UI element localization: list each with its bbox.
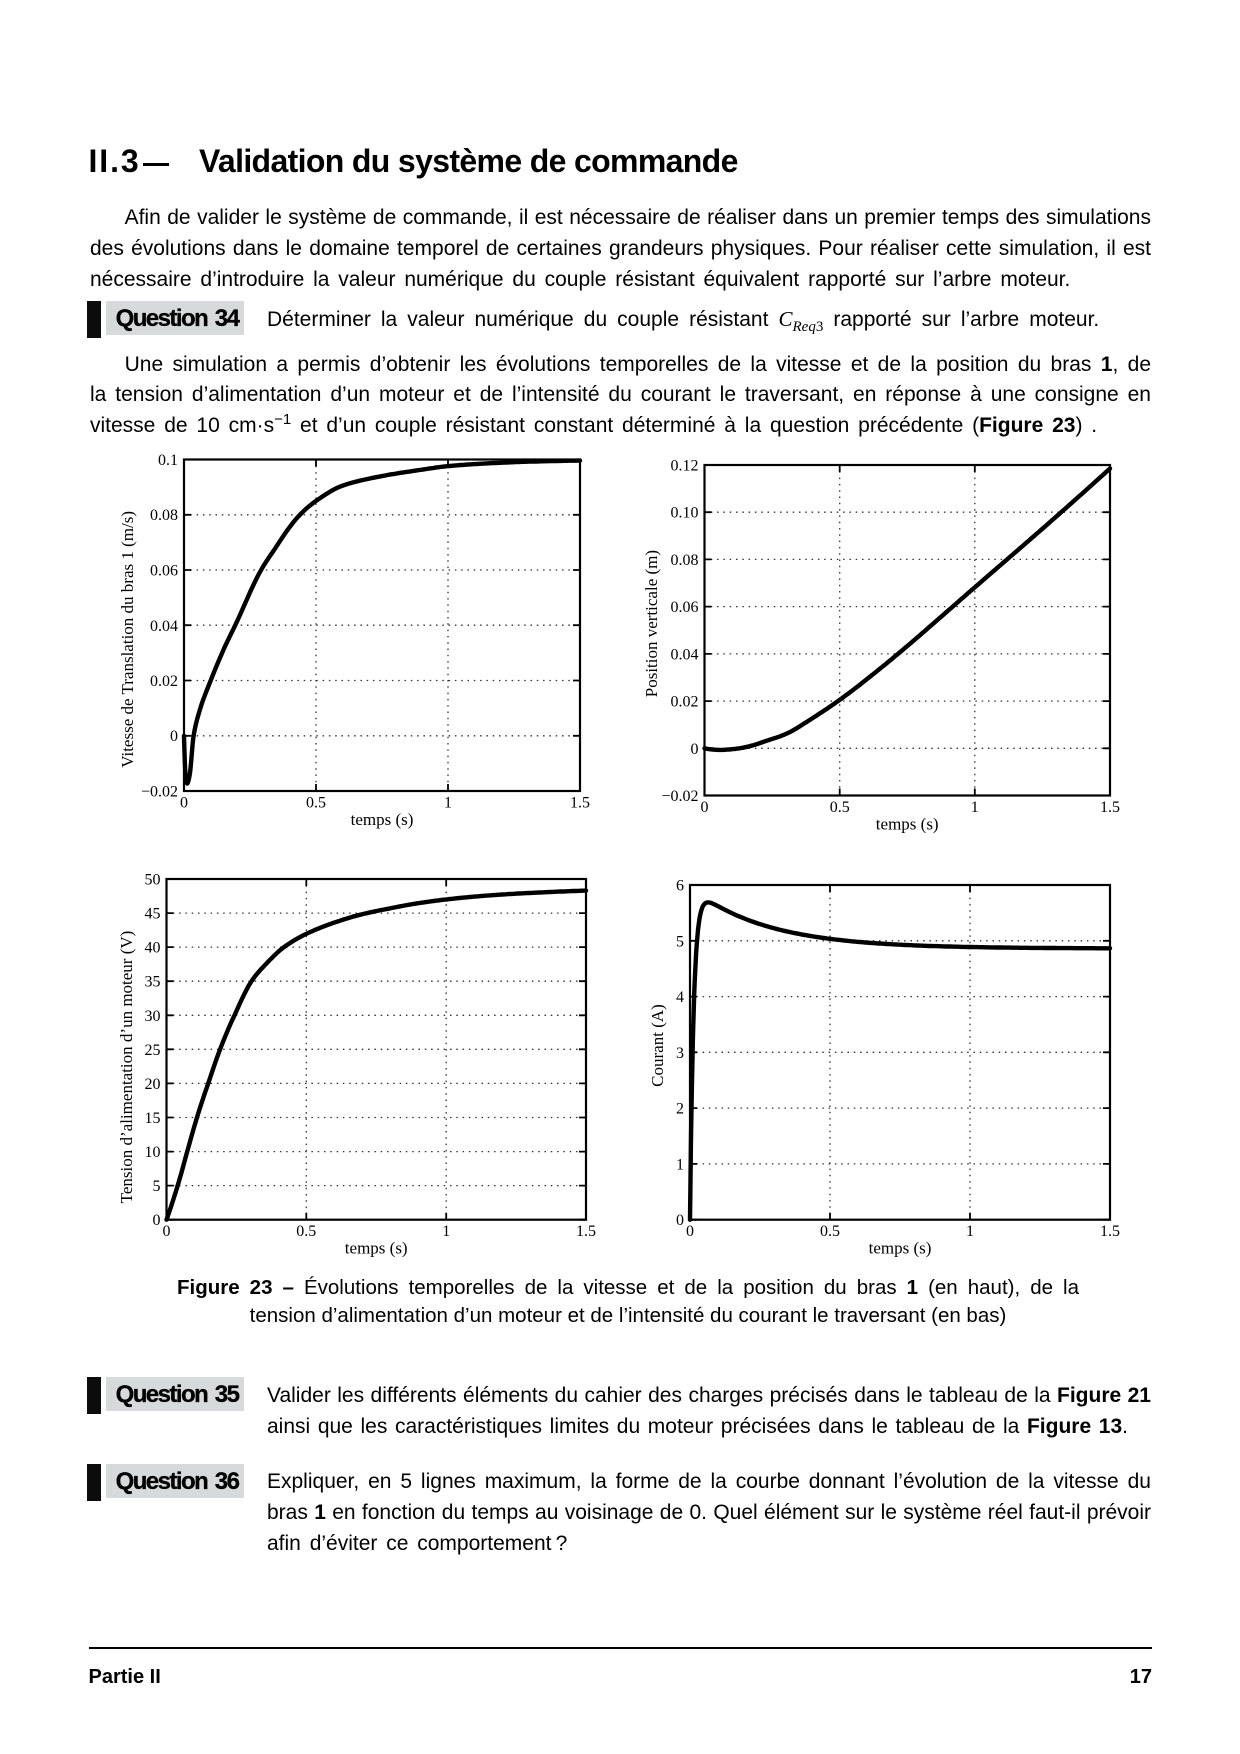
svg-text:0: 0 xyxy=(686,1223,694,1240)
svg-text:0.5: 0.5 xyxy=(820,1223,840,1240)
svg-text:Vitesse de Translation du bras: Vitesse de Translation du bras 1 (m/s) xyxy=(118,511,137,768)
svg-text:temps (s): temps (s) xyxy=(351,810,414,829)
svg-text:1: 1 xyxy=(966,1223,974,1240)
svg-text:30: 30 xyxy=(145,1008,161,1025)
svg-text:0.06: 0.06 xyxy=(671,599,699,616)
svg-text:1: 1 xyxy=(442,1223,450,1240)
svg-text:50: 50 xyxy=(145,872,161,889)
svg-text:40: 40 xyxy=(145,940,161,957)
svg-text:0.5: 0.5 xyxy=(296,1223,316,1240)
svg-text:4: 4 xyxy=(676,989,684,1006)
svg-text:2: 2 xyxy=(676,1101,684,1118)
svg-text:1: 1 xyxy=(971,799,979,816)
svg-text:0.1: 0.1 xyxy=(158,452,178,469)
svg-text:1.5: 1.5 xyxy=(576,1223,596,1240)
svg-text:1.5: 1.5 xyxy=(1100,799,1120,816)
svg-text:0.02: 0.02 xyxy=(671,694,699,711)
svg-text:0: 0 xyxy=(153,1212,161,1229)
svg-text:Position verticale (m): Position verticale (m) xyxy=(642,550,661,697)
svg-text:6: 6 xyxy=(676,878,684,895)
svg-text:0: 0 xyxy=(701,799,709,816)
svg-text:10: 10 xyxy=(145,1144,161,1161)
svg-text:20: 20 xyxy=(145,1076,161,1093)
svg-text:0.10: 0.10 xyxy=(671,505,699,522)
svg-text:35: 35 xyxy=(145,974,161,991)
svg-text:25: 25 xyxy=(145,1042,161,1059)
svg-text:0.04: 0.04 xyxy=(671,646,699,663)
svg-text:1.5: 1.5 xyxy=(570,795,590,812)
svg-text:0.12: 0.12 xyxy=(671,458,699,475)
svg-text:Tension d’alimentation d’un mo: Tension d’alimentation d’un moteur (V) xyxy=(117,931,136,1204)
svg-text:5: 5 xyxy=(153,1178,161,1195)
svg-text:5: 5 xyxy=(676,933,684,950)
svg-text:0.08: 0.08 xyxy=(150,507,178,524)
svg-text:1.5: 1.5 xyxy=(1100,1223,1120,1240)
svg-text:1: 1 xyxy=(676,1156,684,1173)
svg-text:0.5: 0.5 xyxy=(306,795,326,812)
svg-text:0.5: 0.5 xyxy=(830,799,850,816)
svg-text:0.06: 0.06 xyxy=(150,563,178,580)
svg-text:−0.02: −0.02 xyxy=(661,788,698,805)
svg-text:0: 0 xyxy=(180,795,188,812)
svg-text:−0.02: −0.02 xyxy=(141,784,178,801)
svg-text:45: 45 xyxy=(145,906,161,923)
svg-text:temps (s): temps (s) xyxy=(345,1239,408,1258)
svg-text:0: 0 xyxy=(170,728,178,745)
svg-text:3: 3 xyxy=(676,1045,684,1062)
svg-text:0: 0 xyxy=(676,1212,684,1229)
svg-text:1: 1 xyxy=(444,795,452,812)
svg-text:temps (s): temps (s) xyxy=(876,815,939,834)
svg-text:0.08: 0.08 xyxy=(671,552,699,569)
svg-text:0.04: 0.04 xyxy=(150,618,178,635)
svg-text:0: 0 xyxy=(163,1223,171,1240)
svg-text:0: 0 xyxy=(691,741,699,758)
svg-text:15: 15 xyxy=(145,1110,161,1127)
svg-text:temps (s): temps (s) xyxy=(869,1239,932,1258)
svg-text:Courant (A): Courant (A) xyxy=(648,1004,667,1087)
svg-text:0.02: 0.02 xyxy=(150,673,178,690)
